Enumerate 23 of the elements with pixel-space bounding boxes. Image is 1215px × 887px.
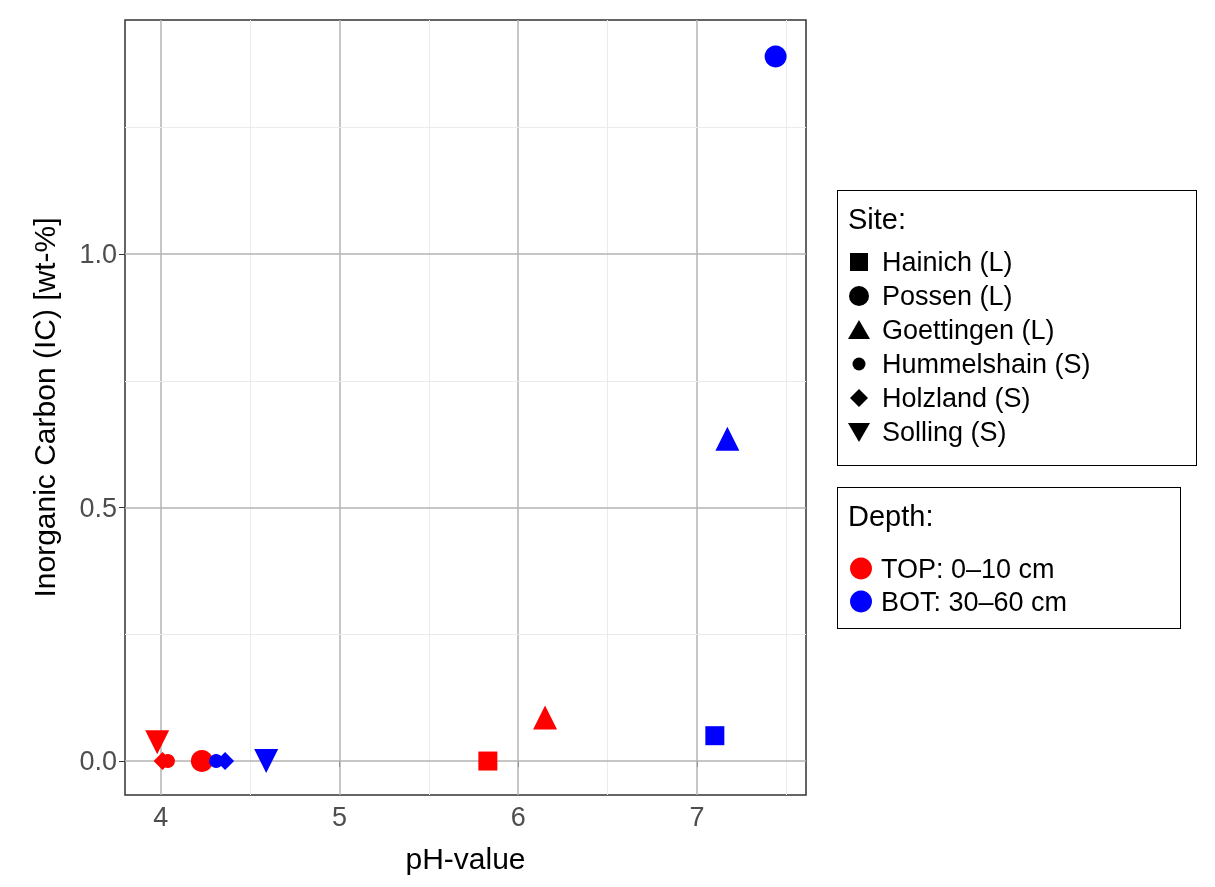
x-axis-title: pH-value: [405, 841, 526, 875]
x-tick-label: 6: [510, 801, 526, 832]
y-axis-title: Inorganic Carbon (IC) [wt-%]: [27, 217, 61, 598]
point: [705, 726, 725, 746]
point: [190, 750, 213, 773]
text: Hummelshain (S): [882, 348, 1091, 380]
y-tick-label: 0.0: [79, 746, 117, 777]
text: Solling (S): [882, 416, 1007, 448]
legend-label: TOP: 0–10 cm: [881, 553, 1055, 584]
text: Possen (L): [882, 280, 1013, 312]
text: Site:: [848, 203, 907, 235]
text: Holzland (S): [882, 382, 1031, 414]
x-tick-label: 5: [331, 801, 347, 832]
text: Hainich (L): [882, 246, 1013, 278]
y-tick-label: 0.5: [79, 492, 117, 523]
text: Depth:: [848, 500, 934, 532]
x-tick-label: 7: [689, 801, 705, 832]
x-tick-label: 4: [153, 801, 169, 832]
legend-label: BOT: 30–60 cm: [881, 586, 1068, 617]
point: [764, 45, 787, 68]
y-tick-label: 1.0: [79, 239, 117, 270]
point: [478, 751, 498, 771]
text: Goettingen (L): [882, 314, 1055, 346]
